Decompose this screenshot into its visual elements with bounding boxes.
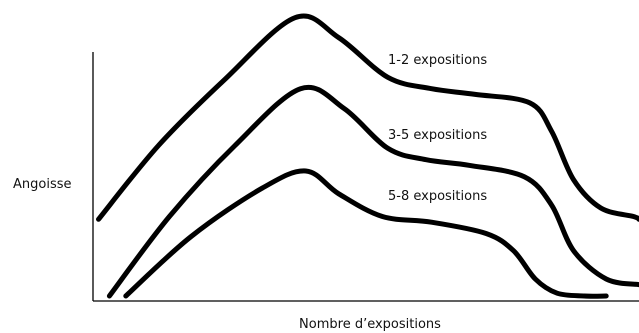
y-axis-label: Angoisse: [13, 177, 72, 192]
series-line-2: [106, 84, 639, 299]
axes: [92, 52, 639, 302]
series-line-1: [96, 13, 639, 222]
series-line-3: [123, 168, 609, 299]
series-layer: [96, 13, 639, 299]
series-label-1: 1-2 expositions: [388, 53, 487, 68]
series-label-2: 3-5 expositions: [388, 128, 487, 143]
x-axis-label: Nombre d’expositions: [299, 317, 441, 332]
series-label-3: 5-8 expositions: [388, 189, 487, 204]
series-labels: 1-2 expositions 3-5 expositions 5-8 exposi…: [388, 53, 487, 204]
